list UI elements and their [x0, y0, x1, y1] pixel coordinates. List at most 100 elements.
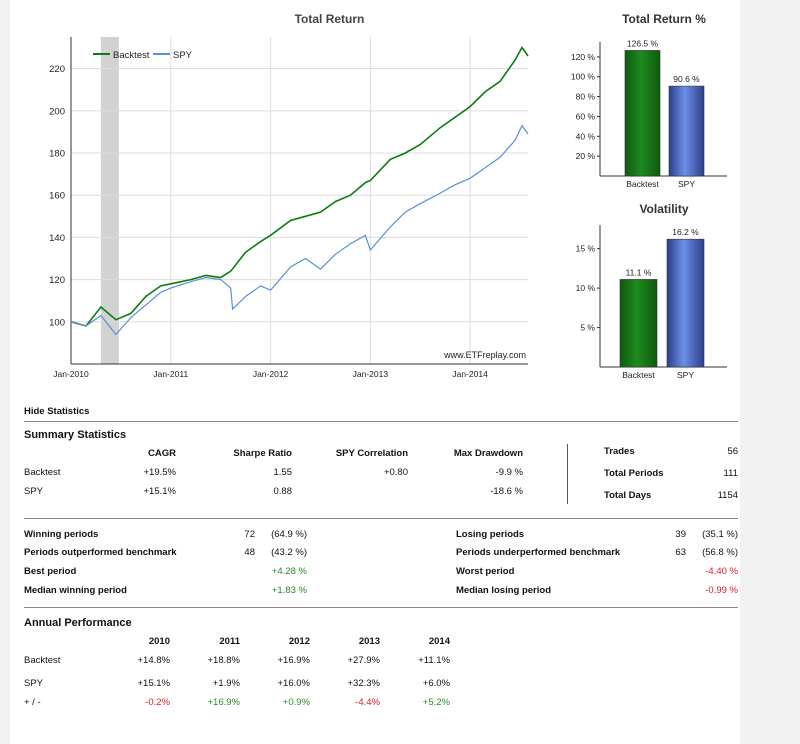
bar-spy	[668, 85, 705, 177]
y-tick-label: 180	[49, 149, 65, 160]
annual-cell: +18.8%	[207, 655, 241, 666]
vertical-divider	[567, 444, 568, 504]
series-line-backtest	[70, 45, 529, 327]
x-tick-label: Jan-2013	[353, 369, 389, 379]
total-return-chart: Total Return 100 120 140 160 180 200 220 Jan-201…	[49, 12, 529, 379]
x-tick-label: Jan-2011	[153, 369, 188, 379]
y-tick-label: 15 %	[576, 244, 596, 254]
y-tick-label: 20 %	[576, 151, 596, 161]
page-margin	[740, 0, 800, 744]
row-label-backtest: Backtest	[24, 467, 61, 478]
chart-title: Volatility	[639, 202, 688, 216]
y-tick-label: 5 %	[580, 323, 595, 333]
col-header-correlation: SPY Correlation	[335, 448, 408, 459]
losing-periods-label: Losing periods	[456, 529, 525, 540]
year-header: 2013	[358, 636, 380, 647]
y-tick-label: 140	[49, 233, 65, 244]
x-tick-label: Jan-2012	[253, 369, 289, 379]
annual-row-label: Backtest	[24, 655, 61, 666]
x-tick-label: SPY	[677, 370, 694, 380]
backtest-correlation: +0.80	[383, 467, 408, 478]
worst-period-value: -4.40 %	[705, 566, 738, 577]
y-tick-label: 10 %	[576, 283, 596, 293]
losing-periods-count: 39	[675, 529, 686, 540]
underperformed-pct: (56.8 %)	[702, 547, 738, 558]
bar-backtest	[624, 50, 661, 177]
data-label: 126.5 %	[627, 38, 659, 48]
trades-label: Trades	[604, 446, 635, 457]
best-period-value: +4.28 %	[271, 566, 307, 577]
annual-cell: -0.2%	[145, 697, 170, 708]
watermark: www.ETFreplay.com	[443, 350, 526, 360]
legend-label: Backtest	[113, 50, 150, 61]
data-label: 11.1 %	[626, 267, 652, 277]
winning-periods-pct: (64.9 %)	[271, 529, 307, 540]
x-tick-label: Jan-2014	[452, 369, 488, 379]
y-tick-label: 80 %	[576, 92, 596, 102]
divider	[24, 421, 738, 422]
outperformed-pct: (43.2 %)	[271, 547, 307, 558]
col-header-drawdown: Max Drawdown	[453, 448, 523, 459]
spy-drawdown: -18.6 %	[490, 486, 523, 497]
volatility-chart: Volatility 5 % 10 % 15 % 11.1 % Backtest 16.2 …	[576, 202, 727, 380]
annual-cell: +11.1%	[418, 655, 450, 666]
spy-sharpe: 0.88	[273, 486, 293, 497]
bar-backtest	[619, 279, 658, 368]
divider	[24, 518, 738, 519]
median-losing-label: Median losing period	[456, 585, 552, 596]
y-tick-label: 220	[49, 64, 65, 75]
losing-periods-pct: (35.1 %)	[702, 529, 738, 540]
year-header: 2012	[288, 636, 310, 647]
annual-cell: +16.9%	[207, 697, 241, 708]
annual-cell: +32.3%	[347, 678, 381, 689]
annual-cell: +6.0%	[422, 678, 450, 689]
winning-periods-label: Winning periods	[24, 529, 99, 540]
y-tick-label: 160	[49, 191, 65, 202]
annual-cell: +5.2%	[422, 697, 450, 708]
x-tick-label: Backtest	[622, 370, 655, 380]
year-header: 2011	[219, 636, 240, 647]
report-panel	[10, 0, 740, 744]
x-tick-label: Jan-2010	[53, 369, 89, 379]
year-header: 2010	[148, 636, 170, 647]
trades-value: 56	[727, 446, 738, 457]
y-tick-label: 100 %	[571, 72, 596, 82]
total-days-label: Total Days	[604, 490, 652, 501]
shaded-region	[100, 37, 119, 364]
annual-row-label: SPY	[24, 678, 44, 689]
annual-cell: -4.4%	[355, 697, 380, 708]
outperformed-count: 48	[244, 547, 255, 558]
y-tick-label: 40 %	[576, 131, 596, 141]
chart-title: Total Return	[295, 12, 365, 26]
y-tick-label: 200	[49, 106, 65, 117]
median-winning-label: Median winning period	[24, 585, 127, 596]
col-header-cagr: CAGR	[148, 448, 176, 459]
underperformed-count: 63	[675, 547, 686, 558]
outperformed-label: Periods outperformed benchmark	[24, 547, 177, 558]
winning-periods-count: 72	[244, 529, 255, 540]
row-label-spy: SPY	[24, 486, 44, 497]
y-tick-label: 120 %	[571, 52, 596, 62]
annual-cell: +16.0%	[277, 678, 311, 689]
data-label: 16.2 %	[672, 227, 699, 237]
hide-statistics-link[interactable]: Hide Statistics	[24, 406, 90, 417]
total-return-pct-chart: Total Return % 20 % 40 % 60 % 80 % 100 % 120 %…	[571, 12, 727, 189]
y-tick-label: 120	[49, 275, 65, 286]
legend-label: SPY	[173, 50, 193, 61]
total-periods-value: 111	[723, 468, 738, 479]
divider	[24, 607, 738, 608]
backtest-sharpe: 1.55	[273, 467, 293, 478]
annual-cell: +0.9%	[282, 697, 310, 708]
series-line-spy	[70, 124, 529, 336]
median-losing-value: -0.99 %	[705, 585, 738, 596]
col-header-sharpe: Sharpe Ratio	[233, 448, 292, 459]
annual-cell: +14.8%	[137, 655, 171, 666]
annual-cell: +1.9%	[212, 678, 240, 689]
underperformed-label: Periods underperformed benchmark	[456, 547, 621, 558]
median-winning-value: +1.83 %	[271, 585, 307, 596]
y-tick-label: 60 %	[576, 111, 596, 121]
bar-spy	[666, 238, 705, 368]
total-periods-label: Total Periods	[604, 468, 664, 479]
annual-cell: +27.9%	[347, 655, 381, 666]
